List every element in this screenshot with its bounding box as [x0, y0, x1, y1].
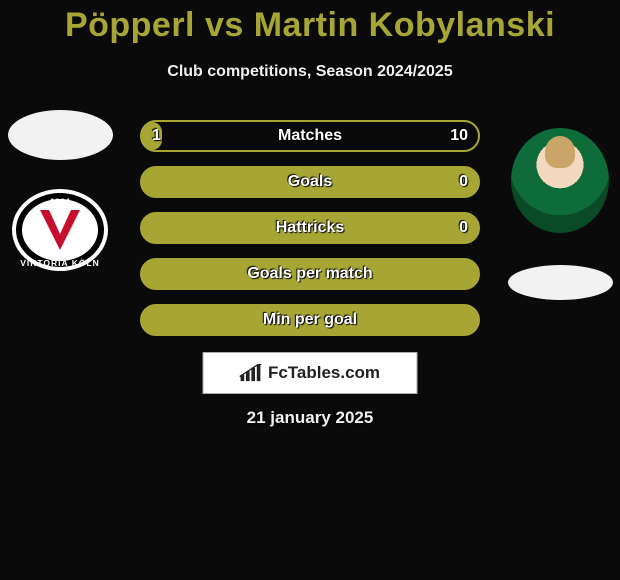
stat-label: Hattricks: [276, 219, 344, 237]
subtitle: Club competitions, Season 2024/2025: [0, 63, 620, 81]
stat-row-min-per-goal: Min per goal: [140, 304, 480, 336]
left-club-badge: 1904 VIKTORIA KÖLN: [10, 188, 110, 273]
stat-row-matches: 1 Matches 10: [140, 120, 480, 152]
badge-year: 1904: [50, 197, 70, 207]
brand-badge: FcTables.com: [203, 352, 418, 394]
stat-label: Goals: [288, 173, 332, 191]
page-title: Pöpperl vs Martin Kobylanski: [0, 0, 620, 45]
left-player-column: 1904 VIKTORIA KÖLN: [0, 110, 120, 273]
date-label: 21 january 2025: [0, 408, 620, 428]
stat-row-goals-per-match: Goals per match: [140, 258, 480, 290]
stat-label: Matches: [278, 127, 342, 145]
bars-icon: [240, 364, 262, 382]
badge-club-name: VIKTORIA KÖLN: [20, 258, 100, 268]
stat-row-hattricks: Hattricks 0: [140, 212, 480, 244]
stats-container: 1 Matches 10 Goals 0 Hattricks 0 Goals p…: [140, 120, 480, 336]
stat-right-value: 10: [450, 127, 468, 145]
stat-row-goals: Goals 0: [140, 166, 480, 198]
stat-right-value: 0: [459, 219, 468, 237]
stat-right-value: 0: [459, 173, 468, 191]
right-player-photo: [511, 128, 609, 233]
right-club-placeholder: [508, 265, 613, 300]
stat-label: Min per goal: [263, 311, 357, 329]
brand-label: FcTables.com: [268, 363, 380, 383]
left-avatar-placeholder: [8, 110, 113, 160]
stat-left-value: 1: [152, 127, 161, 145]
right-player-column: [500, 110, 620, 300]
stat-label: Goals per match: [247, 265, 372, 283]
